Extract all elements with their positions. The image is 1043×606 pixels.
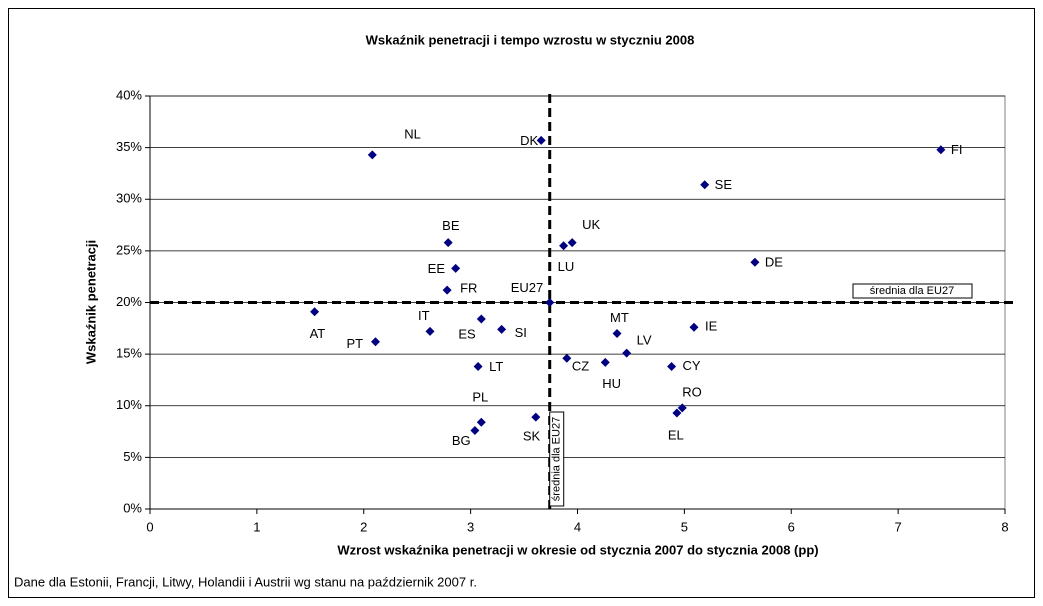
point-label: EL xyxy=(668,427,684,442)
point xyxy=(442,285,452,295)
point xyxy=(545,298,555,307)
y-axis-label: Wskaźnik penetracji xyxy=(83,240,98,364)
footnote: Dane dla Estonii, Francji, Litwy, Holand… xyxy=(14,574,477,589)
point-label: SE xyxy=(715,177,733,192)
x-tick-label: 5 xyxy=(681,519,688,534)
x-tick-label: 7 xyxy=(895,519,902,534)
point-label: PL xyxy=(472,390,488,405)
point xyxy=(936,145,946,155)
average-box xyxy=(852,283,973,299)
y-tick-label: 40% xyxy=(116,87,142,102)
point xyxy=(667,362,677,372)
point xyxy=(531,412,541,422)
x-tick-label: 4 xyxy=(574,519,581,534)
point xyxy=(443,238,453,248)
y-tick-label: 20% xyxy=(116,294,142,309)
y-tick-label: 10% xyxy=(116,397,142,412)
y-tick-label: 35% xyxy=(116,139,142,154)
x-tick-label: 2 xyxy=(360,519,367,534)
point xyxy=(562,353,572,363)
point-label: CY xyxy=(683,358,701,373)
point xyxy=(371,337,381,347)
point-label: BE xyxy=(442,218,460,233)
point-label: EU27 xyxy=(511,280,544,295)
point-label: SI xyxy=(515,325,527,340)
point-label: EE xyxy=(428,261,446,276)
point xyxy=(567,238,577,248)
average-label: średnia dla EU27 xyxy=(551,417,563,501)
point xyxy=(476,417,486,427)
point-label: DE xyxy=(765,255,783,270)
x-axis-label: Wzrost wskaźnika penetracji w okresie od… xyxy=(337,542,818,557)
point xyxy=(677,403,687,413)
point-label: MT xyxy=(610,310,629,325)
point-label: UK xyxy=(582,217,600,232)
point-label: ES xyxy=(458,326,476,341)
point-label: IT xyxy=(418,308,430,323)
x-tick-label: 1 xyxy=(253,519,260,534)
point xyxy=(497,324,507,334)
average-label: średnia dla EU27 xyxy=(870,285,954,297)
point xyxy=(600,357,610,367)
chart-title: Wskaźnik penetracji i tempo wzrostu w st… xyxy=(366,32,695,47)
point-label: FR xyxy=(460,281,477,296)
point xyxy=(559,241,569,251)
point-label: LU xyxy=(558,259,575,274)
point-label: BG xyxy=(452,433,471,448)
point-label: LT xyxy=(489,359,503,374)
x-tick-label: 3 xyxy=(467,519,474,534)
point xyxy=(622,348,632,358)
point-label: LV xyxy=(637,333,652,348)
y-tick-label: 0% xyxy=(123,500,142,515)
point xyxy=(367,150,377,160)
point xyxy=(425,326,435,336)
point xyxy=(310,307,320,317)
point xyxy=(750,257,760,267)
point xyxy=(470,426,480,436)
average-box xyxy=(549,411,565,507)
point-label: IE xyxy=(705,319,718,334)
point-label: AT xyxy=(310,326,326,341)
point-label: DK xyxy=(520,133,538,148)
point-label: CZ xyxy=(572,359,589,374)
point xyxy=(473,362,483,372)
x-tick-label: 8 xyxy=(1001,519,1008,534)
point-label: RO xyxy=(682,384,702,399)
point xyxy=(672,408,682,418)
point xyxy=(689,322,699,332)
point xyxy=(700,180,710,190)
x-tick-label: 0 xyxy=(146,519,153,534)
point-label: NL xyxy=(404,126,421,141)
x-tick-label: 6 xyxy=(788,519,795,534)
y-tick-label: 30% xyxy=(116,191,142,206)
point xyxy=(612,328,622,338)
point-label: SK xyxy=(523,429,541,444)
y-tick-label: 25% xyxy=(116,242,142,257)
point-label: HU xyxy=(602,376,621,391)
point xyxy=(536,135,546,145)
point-label: FI xyxy=(951,142,963,157)
y-tick-label: 15% xyxy=(116,346,142,361)
point xyxy=(451,263,461,273)
y-tick-label: 5% xyxy=(123,449,142,464)
point-label: PT xyxy=(347,336,364,351)
point xyxy=(476,314,486,324)
